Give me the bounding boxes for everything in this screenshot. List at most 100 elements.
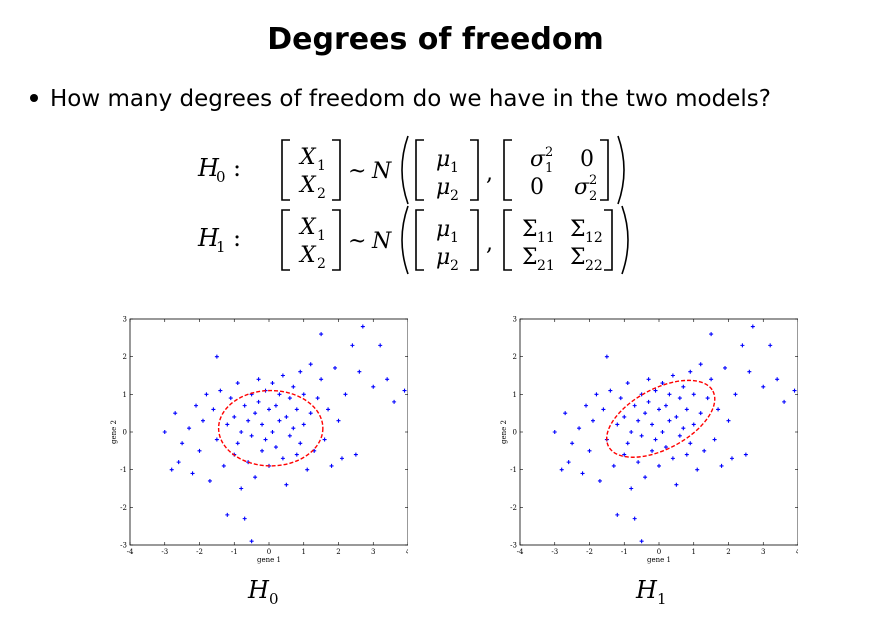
data-point bbox=[601, 407, 606, 412]
data-point bbox=[663, 445, 668, 450]
h1-right-paren bbox=[621, 205, 629, 275]
data-point bbox=[622, 452, 627, 457]
y-tick-label: -2 bbox=[510, 504, 517, 512]
data-point bbox=[698, 411, 703, 416]
data-point bbox=[639, 433, 644, 438]
data-point bbox=[663, 403, 668, 408]
data-point bbox=[256, 377, 261, 382]
data-point bbox=[392, 399, 397, 404]
data-point bbox=[190, 471, 195, 476]
data-point bbox=[253, 475, 258, 480]
data-point bbox=[615, 512, 620, 517]
h0-mu-left-bracket bbox=[415, 139, 424, 201]
data-point bbox=[256, 399, 261, 404]
data-point bbox=[385, 377, 390, 382]
data-point bbox=[674, 482, 679, 487]
data-point bbox=[277, 418, 282, 423]
data-point bbox=[729, 456, 734, 461]
h1-x2-sub: 2 bbox=[317, 256, 326, 272]
x-tick-label: 0 bbox=[657, 548, 661, 556]
data-point bbox=[677, 433, 682, 438]
data-point bbox=[646, 399, 651, 404]
data-point bbox=[611, 463, 616, 468]
h0-left-paren bbox=[401, 135, 409, 205]
data-point bbox=[339, 456, 344, 461]
data-point bbox=[357, 369, 362, 374]
data-point bbox=[636, 460, 641, 465]
y-axis-label: gene 2 bbox=[500, 420, 508, 444]
h0-x2: X bbox=[298, 173, 317, 198]
data-point bbox=[688, 441, 693, 446]
x-tick-label: 2 bbox=[336, 548, 340, 556]
data-point bbox=[270, 381, 275, 386]
data-point bbox=[768, 343, 773, 348]
data-point bbox=[587, 448, 592, 453]
data-point bbox=[632, 403, 637, 408]
caption-h1: H1 bbox=[636, 576, 666, 608]
data-point bbox=[650, 422, 655, 427]
data-point bbox=[301, 392, 306, 397]
h1-sigma22: Σ bbox=[570, 245, 586, 270]
data-point bbox=[552, 430, 557, 434]
data-point bbox=[291, 384, 296, 389]
data-point bbox=[674, 414, 679, 419]
data-point bbox=[688, 369, 693, 374]
x-tick-label: 4 bbox=[796, 548, 798, 556]
covariance-ellipse bbox=[605, 379, 716, 458]
y-tick-label: 2 bbox=[123, 353, 127, 361]
x-axis-label: gene 1 bbox=[647, 556, 671, 564]
data-point bbox=[632, 516, 637, 521]
data-point bbox=[207, 478, 212, 483]
x-tick-label: 2 bbox=[726, 548, 730, 556]
bullet-question: How many degrees of freedom do we have i… bbox=[30, 86, 771, 112]
x-tick-label: -4 bbox=[517, 548, 524, 556]
data-point bbox=[319, 377, 324, 382]
data-point bbox=[267, 407, 271, 412]
data-point bbox=[298, 369, 303, 374]
h0-label: H bbox=[197, 154, 220, 182]
y-tick-label: 3 bbox=[123, 316, 127, 324]
data-point bbox=[719, 463, 724, 468]
h0-sigma2-sub: 2 bbox=[589, 189, 597, 204]
h1-mu2: μ bbox=[436, 245, 450, 270]
y-tick-label: -3 bbox=[120, 542, 127, 550]
data-point bbox=[319, 332, 324, 337]
h1-sigma12: Σ bbox=[570, 217, 586, 242]
data-point bbox=[298, 441, 303, 446]
data-point bbox=[308, 411, 313, 416]
data-point bbox=[636, 418, 641, 423]
model-equations: H 0 : X 1 X 2 ~ N μ 1 μ 2 , σ 2 1 0 0 σ … bbox=[197, 135, 629, 275]
data-point bbox=[684, 407, 689, 412]
y-tick-label: -2 bbox=[120, 504, 127, 512]
data-point bbox=[615, 422, 620, 427]
data-point bbox=[239, 486, 244, 491]
data-point bbox=[584, 403, 589, 408]
bullet-text: How many degrees of freedom do we have i… bbox=[50, 86, 771, 112]
data-point bbox=[246, 418, 251, 423]
h1-label-sub: 1 bbox=[216, 238, 226, 256]
data-point bbox=[709, 332, 714, 337]
data-point bbox=[594, 392, 599, 397]
data-point bbox=[775, 377, 780, 382]
data-point bbox=[650, 448, 655, 453]
x-axis-label: gene 1 bbox=[257, 556, 281, 564]
data-point bbox=[716, 407, 721, 412]
h0-cov-right-bracket bbox=[600, 139, 609, 201]
h1-tilde: ~ bbox=[348, 229, 366, 254]
data-point bbox=[705, 396, 710, 401]
data-point bbox=[597, 478, 602, 483]
y-tick-label: -1 bbox=[120, 466, 127, 474]
caption-h0-label: H bbox=[248, 576, 269, 604]
h0-sigma2-sup: 2 bbox=[589, 173, 597, 188]
data-point bbox=[305, 467, 310, 472]
caption-h0-sub: 0 bbox=[268, 589, 279, 608]
data-point bbox=[228, 396, 233, 401]
h1-sigma22-sub: 22 bbox=[585, 258, 603, 274]
data-point bbox=[566, 460, 571, 465]
h1-cov-left-bracket bbox=[503, 209, 512, 271]
data-point bbox=[639, 539, 644, 544]
h0-dist-N: N bbox=[371, 159, 392, 184]
x-tick-label: 4 bbox=[406, 548, 408, 556]
plot-frame bbox=[519, 318, 798, 546]
